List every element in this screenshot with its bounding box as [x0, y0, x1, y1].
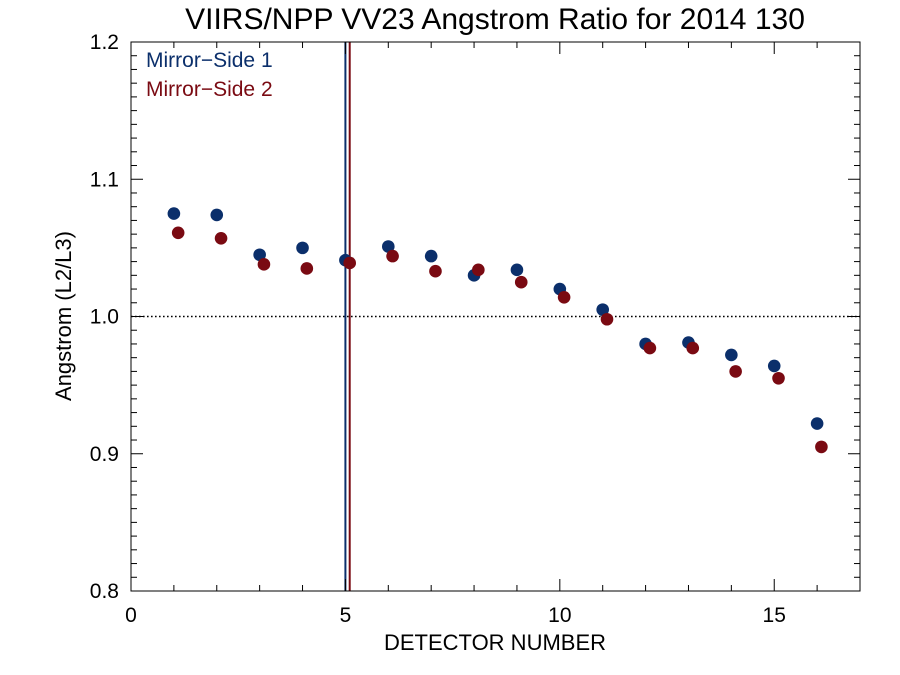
reference-lines: [131, 42, 860, 591]
point-series-2-16: [815, 440, 828, 454]
y-tick-label: 1.2: [90, 31, 119, 54]
point-series-2-6: [386, 249, 399, 263]
point-series-2-2: [214, 231, 228, 245]
x-tick-label: 15: [763, 604, 786, 627]
x-tick-label: 0: [125, 604, 137, 627]
x-tick-label: 10: [548, 604, 571, 627]
legend-entry-mirror-side-1: Mirror−Side 1: [146, 49, 273, 72]
axis-ticks: [130, 41, 861, 592]
point-series-2-10: [557, 290, 571, 304]
y-tick-label: 1.0: [90, 306, 119, 329]
point-series-2-8: [472, 263, 485, 277]
point-series-1-6: [381, 240, 395, 253]
point-series-2-5: [343, 256, 357, 270]
point-series-1-9: [510, 263, 524, 277]
chart-title: VIIRS/NPP VV23 Angstrom Ratio for 2014 1…: [185, 3, 805, 36]
x-tick-labels: 0 5 10 15: [125, 604, 786, 627]
point-series-1-7: [424, 249, 438, 263]
legend: Mirror−Side 1 Mirror−Side 2: [146, 49, 273, 101]
plot-area: [130, 41, 861, 592]
point-series-2-9: [514, 275, 528, 289]
point-series-1-11: [596, 303, 610, 316]
point-series-2-11: [600, 312, 614, 326]
point-series-2-7: [429, 264, 442, 278]
point-series-2-13: [686, 341, 700, 355]
legend-entry-mirror-side-2: Mirror−Side 2: [146, 78, 273, 101]
point-series-1-3: [253, 248, 266, 262]
point-series-1-15: [767, 359, 781, 373]
point-series-2-1: [171, 226, 185, 240]
y-tick-label: 1.1: [90, 168, 119, 191]
point-series-1-1: [167, 207, 181, 220]
y-tick-label: 0.9: [90, 443, 119, 466]
point-series-1-4: [296, 241, 309, 255]
data-points: [167, 207, 828, 454]
point-series-2-3: [257, 258, 271, 271]
x-tick-label: 5: [340, 604, 352, 627]
point-series-1-14: [725, 348, 738, 362]
point-series-1-2: [210, 208, 224, 222]
y-tick-labels: 0.8 0.9 1.0 1.1 1.2: [90, 31, 119, 603]
x-axis-label: DETECTOR NUMBER: [384, 630, 606, 655]
point-series-2-4: [300, 262, 314, 275]
y-axis-label: Angstrom (L2/L3): [51, 231, 76, 401]
y-tick-label: 0.8: [90, 580, 119, 603]
point-series-2-12: [643, 341, 657, 355]
point-series-2-15: [772, 371, 785, 385]
point-series-2-14: [729, 365, 742, 378]
point-series-1-16: [810, 417, 824, 430]
